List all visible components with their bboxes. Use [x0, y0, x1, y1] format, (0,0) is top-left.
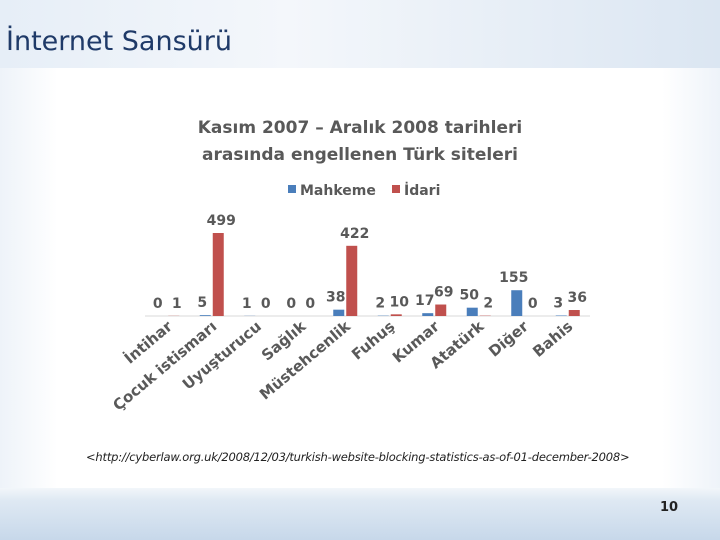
- data-label: 0: [286, 296, 296, 312]
- data-label: 0: [528, 296, 538, 312]
- bar: [390, 314, 402, 316]
- bar: [466, 307, 478, 316]
- data-label: 10: [390, 294, 410, 310]
- page-number: 10: [660, 500, 679, 515]
- bar: [212, 233, 224, 316]
- data-label: 2: [375, 296, 385, 312]
- x-tick-label: Fuhuş: [348, 317, 398, 363]
- data-label: 0: [261, 296, 271, 312]
- data-label: 0: [153, 296, 163, 312]
- x-tick-label: Bahis: [529, 317, 576, 361]
- x-tick-label: Diğer: [485, 317, 532, 361]
- data-label: 3: [553, 296, 563, 312]
- legend-swatch: [392, 185, 400, 193]
- bar: [568, 310, 580, 316]
- bar: [333, 309, 345, 316]
- bar: [422, 313, 434, 316]
- legend-label: Mahkeme: [300, 183, 376, 199]
- bar: [199, 315, 211, 316]
- data-label: 69: [434, 285, 453, 301]
- slide-title: İnternet Sansürü: [6, 26, 232, 57]
- data-label: 2: [483, 296, 493, 312]
- bar: [346, 245, 358, 316]
- data-label: 499: [207, 213, 236, 229]
- data-label: 50: [460, 288, 480, 304]
- legend-label: İdari: [404, 182, 440, 199]
- bar: [435, 304, 447, 316]
- data-label: 36: [568, 290, 587, 306]
- legend-swatch: [288, 185, 296, 193]
- data-label: 5: [197, 295, 207, 311]
- source-link: <http://cyberlaw.org.uk/2008/12/03/turki…: [86, 450, 630, 464]
- data-label: 422: [340, 226, 369, 242]
- title-bar: [0, 0, 720, 68]
- data-label: 155: [499, 270, 528, 286]
- x-tick-label: Uyuşturucu: [179, 317, 265, 393]
- data-label: 38: [326, 290, 345, 306]
- content-area: [0, 68, 720, 488]
- chart-title: arasında engellenen Türk siteleri: [202, 145, 518, 165]
- data-label: 0: [305, 296, 315, 312]
- data-label: 1: [172, 296, 182, 312]
- data-label: 1: [242, 296, 252, 312]
- data-label: 17: [415, 293, 434, 309]
- chart-title: Kasım 2007 – Aralık 2008 tarihleri: [198, 118, 522, 138]
- bar: [511, 290, 523, 316]
